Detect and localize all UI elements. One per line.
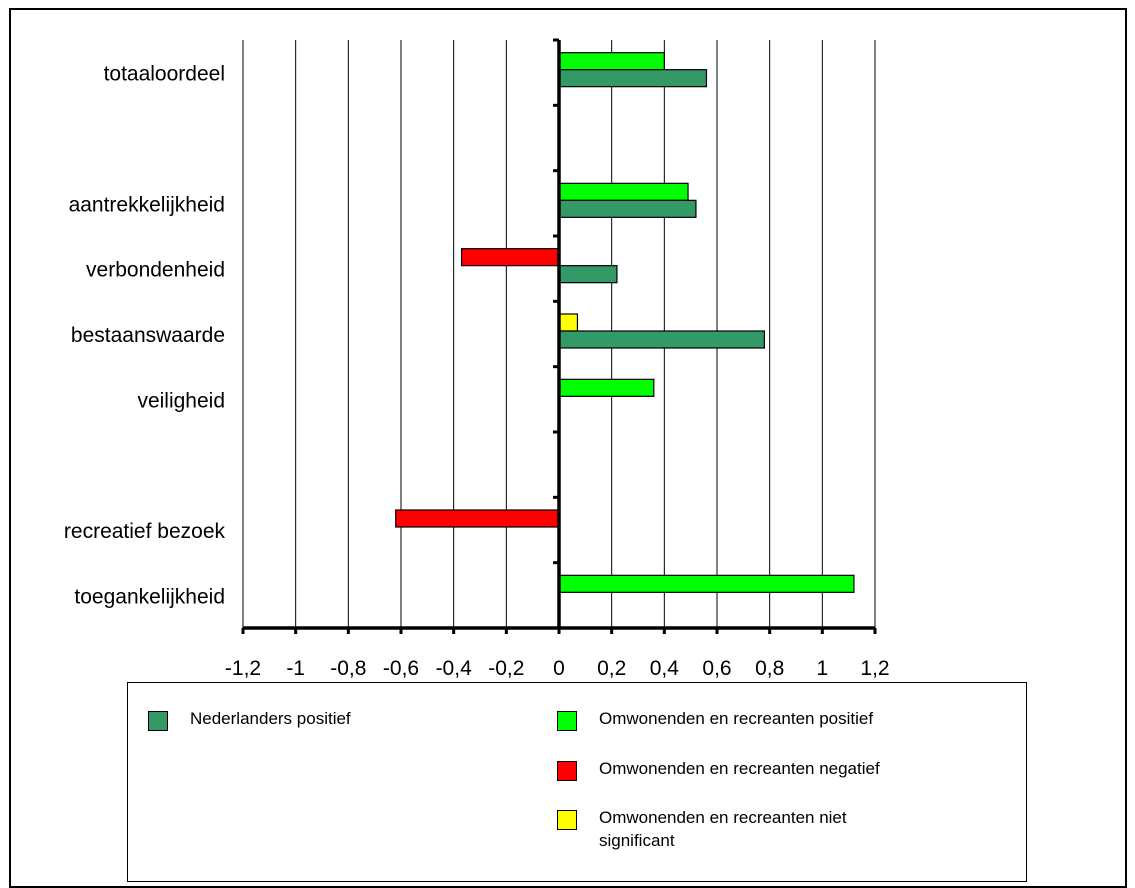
x-tick-label: 1 [816,657,828,680]
x-tick-label: -1 [286,657,305,680]
category-label: bestaanswaarde [71,324,225,347]
bar-nederlanders-positief [558,199,697,218]
bar-omwonenden-positief [558,52,665,71]
bar-omwonenden-positief [558,182,689,201]
x-tick-label: -0,2 [488,657,524,680]
x-tick-label: 1,2 [860,657,889,680]
legend-label: Omwonenden en recreanten negatief [599,759,880,778]
legend-item-niet-significant: Omwonenden en recreanten niet significan… [557,806,897,852]
legend-label: Omwonenden en recreanten niet significan… [599,808,847,850]
category-label: verbondenheid [86,259,225,282]
bar-omwonenden-negatief [395,509,560,528]
bar-nederlanders-positief [558,330,765,349]
bar-omwonenden-positief [558,574,855,593]
legend-swatch [148,711,168,731]
legend-swatch [557,711,577,731]
legend-label: Omwonenden en recreanten positief [599,709,874,728]
bar-omwonenden-negatief [460,248,560,267]
bar-omwonenden-niet-significant [558,313,579,332]
category-label: aantrekkelijkheid [69,193,225,216]
x-tick-label: -0,4 [436,657,473,680]
legend-swatch [557,810,577,830]
category-label: toegankelijkheid [74,585,225,608]
x-tick-label: 0,6 [702,657,731,680]
x-tick-label: -0,6 [383,657,419,680]
x-tick-label: 0,2 [597,657,626,680]
x-tick-label: -1,2 [225,657,261,680]
bar-chart: -1,2 -1 -0,8 -0,6 -0,4 -0,2 0 0,2 0,4 0,6 0,8 1 1,2 t… [64,38,890,680]
category-label: recreatief bezoek [64,520,226,543]
legend-item-positief: Omwonenden en recreanten positief [557,707,957,731]
legend-item-negatief: Omwonenden en recreanten negatief [557,757,957,781]
x-tick-label: 0 [553,657,565,680]
x-tick-label: -0,8 [330,657,366,680]
legend-item-nederlanders-positief: Nederlanders positief [148,707,448,731]
legend-label: Nederlanders positief [190,709,351,728]
bar-nederlanders-positief [558,69,708,88]
category-label: totaaloordeel [104,63,225,86]
x-tick-label: 0,8 [755,657,784,680]
bar-nederlanders-positief [558,265,618,284]
legend-swatch [557,761,577,781]
category-label: veiligheid [137,389,225,412]
bar-omwonenden-positief [558,378,655,397]
legend: Nederlanders positief Omwonenden en recr… [127,682,1027,882]
x-tick-label: 0,4 [650,657,680,680]
